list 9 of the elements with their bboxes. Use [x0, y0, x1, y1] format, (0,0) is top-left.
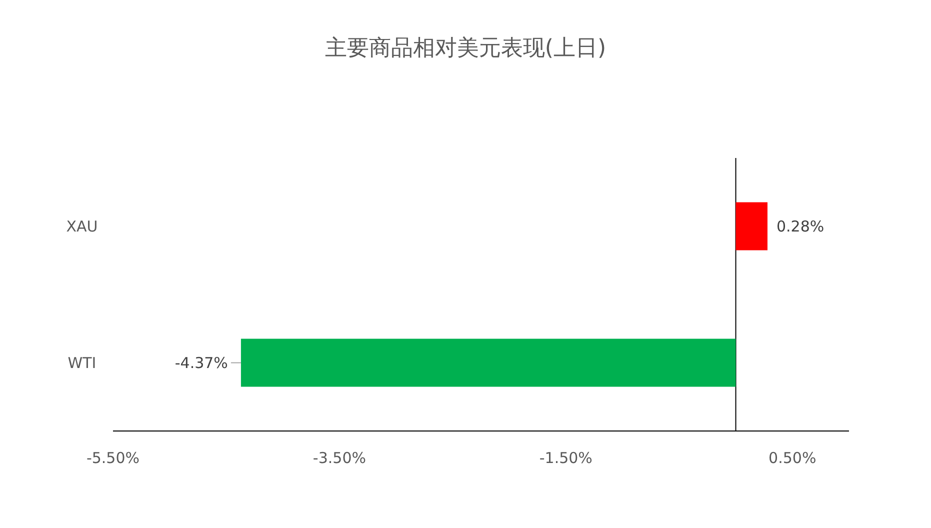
y-tick-label: XAU	[66, 217, 98, 236]
y-tick-label: WTI	[68, 354, 96, 372]
data-label: 0.28%	[776, 217, 824, 236]
x-tick-label: -3.50%	[312, 449, 366, 467]
data-label: -4.37%	[174, 354, 228, 372]
x-tick-label: 0.50%	[768, 449, 816, 467]
chart-title: 主要商品相对美元表现(上日)	[324, 36, 606, 61]
x-tick-label: -5.50%	[86, 449, 140, 467]
x-tick-label: -1.50%	[539, 449, 592, 467]
